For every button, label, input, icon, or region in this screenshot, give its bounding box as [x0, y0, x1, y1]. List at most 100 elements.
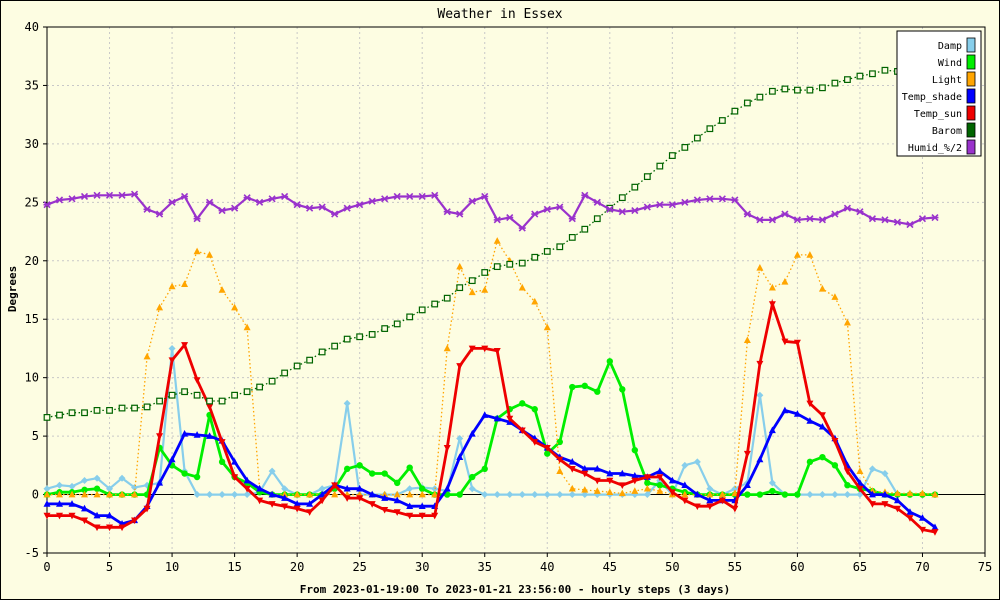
data-point — [631, 183, 639, 191]
data-point — [156, 479, 164, 486]
data-point — [531, 297, 539, 305]
data-point — [368, 197, 376, 205]
data-point — [493, 491, 501, 499]
data-point — [568, 484, 576, 492]
data-point — [43, 201, 51, 209]
data-point — [931, 490, 939, 498]
data-point — [681, 490, 689, 498]
x-tick-label: 25 — [352, 560, 366, 574]
data-point — [381, 470, 388, 477]
data-point — [156, 397, 163, 405]
data-point — [581, 491, 589, 499]
data-point — [818, 422, 826, 430]
data-point — [268, 501, 276, 508]
data-point — [656, 487, 664, 494]
data-point — [543, 323, 551, 331]
data-point — [681, 497, 689, 505]
data-point — [731, 196, 739, 204]
data-point — [906, 515, 914, 522]
data-point — [443, 484, 451, 492]
data-point — [831, 79, 839, 87]
data-point — [218, 206, 226, 215]
data-point — [818, 412, 826, 419]
data-point — [193, 247, 201, 255]
data-point — [556, 491, 564, 499]
x-tick-label: 5 — [106, 560, 113, 574]
data-point — [656, 482, 664, 489]
data-point — [593, 198, 601, 206]
data-point — [168, 455, 176, 463]
data-point — [431, 512, 439, 520]
data-point — [706, 195, 714, 203]
data-point — [843, 204, 851, 212]
data-point — [706, 125, 714, 133]
data-point — [81, 517, 89, 525]
data-point — [518, 491, 526, 499]
x-tick-label: 75 — [978, 560, 992, 574]
data-point — [481, 411, 489, 418]
series-line-temp-sun — [47, 298, 936, 534]
data-point — [481, 345, 489, 353]
data-point — [668, 152, 676, 159]
data-point — [268, 490, 276, 498]
data-point — [118, 490, 126, 498]
data-point — [443, 445, 451, 452]
data-point — [768, 479, 776, 487]
data-point — [168, 391, 176, 399]
y-tick-label: 40 — [25, 20, 39, 34]
data-point — [93, 406, 101, 414]
data-point — [656, 162, 664, 170]
data-point — [593, 477, 601, 485]
data-point — [393, 192, 401, 201]
data-point — [193, 431, 201, 438]
data-point — [531, 439, 539, 446]
data-point — [868, 215, 877, 223]
data-point — [843, 318, 851, 326]
data-point — [406, 313, 414, 321]
data-point — [356, 462, 363, 469]
data-point — [493, 263, 501, 271]
data-point — [506, 491, 514, 499]
data-point — [918, 215, 927, 223]
data-point — [581, 486, 589, 493]
data-point — [106, 406, 113, 414]
data-point — [844, 482, 851, 489]
data-point — [43, 500, 51, 507]
data-point — [818, 491, 826, 499]
data-point — [318, 490, 326, 498]
data-point — [893, 218, 902, 226]
data-point — [456, 262, 464, 270]
data-point — [256, 198, 264, 206]
data-point — [256, 383, 264, 391]
data-point — [743, 481, 751, 489]
data-point — [481, 192, 489, 201]
data-point — [731, 107, 739, 115]
y-axis-label: Degrees — [6, 266, 19, 312]
data-point — [793, 216, 801, 224]
data-point — [568, 234, 576, 241]
data-point — [656, 201, 664, 209]
data-point — [893, 489, 901, 497]
data-point — [456, 491, 463, 498]
data-point — [256, 484, 264, 492]
data-point — [831, 210, 839, 218]
data-point — [81, 504, 89, 512]
data-point — [268, 195, 276, 203]
data-point — [393, 479, 401, 487]
data-point — [531, 491, 539, 499]
y-tick-label: 35 — [25, 78, 39, 92]
data-point — [768, 283, 776, 291]
x-tick-label: 30 — [415, 560, 429, 574]
x-tick-label: 35 — [478, 560, 492, 574]
data-point — [93, 191, 101, 199]
data-point — [881, 490, 889, 498]
data-point — [181, 192, 189, 201]
data-point — [318, 203, 326, 211]
data-point — [68, 482, 76, 490]
y-tick-label: 10 — [25, 371, 39, 385]
data-point — [644, 479, 651, 487]
data-point — [368, 490, 376, 498]
legend-swatch-temp-sun — [966, 105, 976, 121]
data-point — [218, 491, 226, 499]
